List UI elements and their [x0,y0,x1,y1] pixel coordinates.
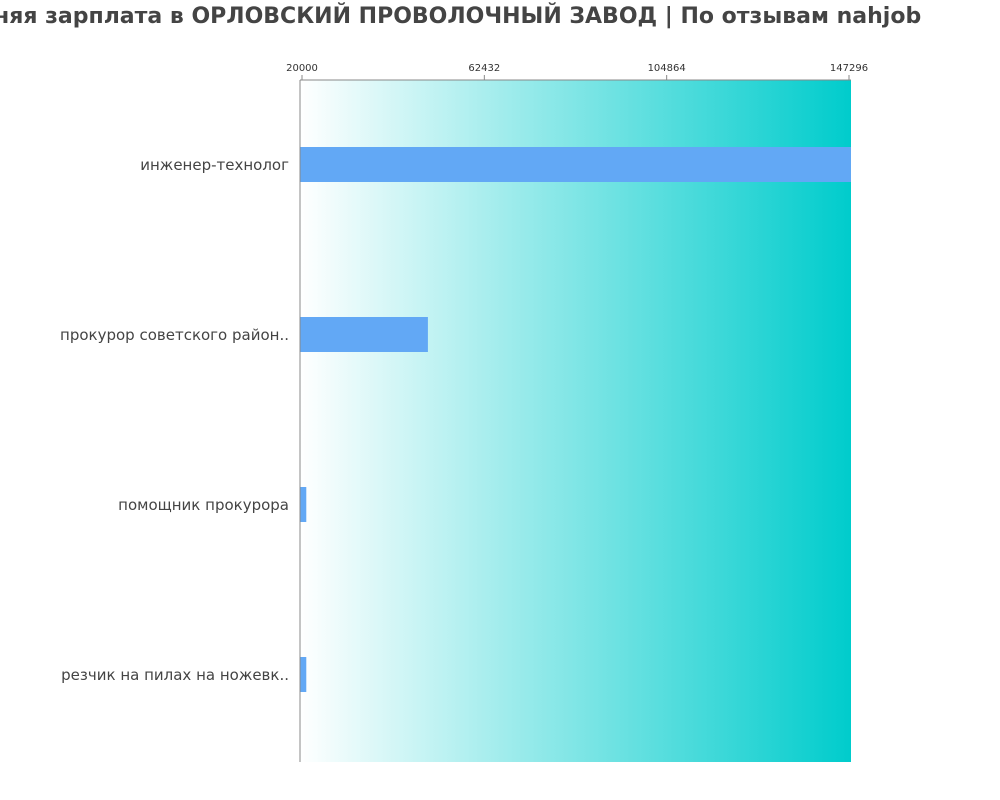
x-tick-label: 104864 [648,63,686,74]
category-label: помощник прокурора [118,496,289,514]
category-label: резчик на пилах на ножевк.. [61,666,289,684]
x-tick-label: 20000 [286,63,318,74]
x-tick-label: 62432 [468,63,500,74]
bar [300,487,307,522]
bar [300,147,851,182]
bar [300,317,428,352]
plot-background [300,80,851,762]
category-label: инженер-технолог [140,156,289,174]
x-tick-label: 147296 [830,63,868,74]
bar [300,657,307,692]
chart-title: няя зарплата в ОРЛОВСКИЙ ПРОВОЛОЧНЫЙ ЗАВ… [0,4,922,29]
category-label: прокурор советского район.. [60,326,289,344]
